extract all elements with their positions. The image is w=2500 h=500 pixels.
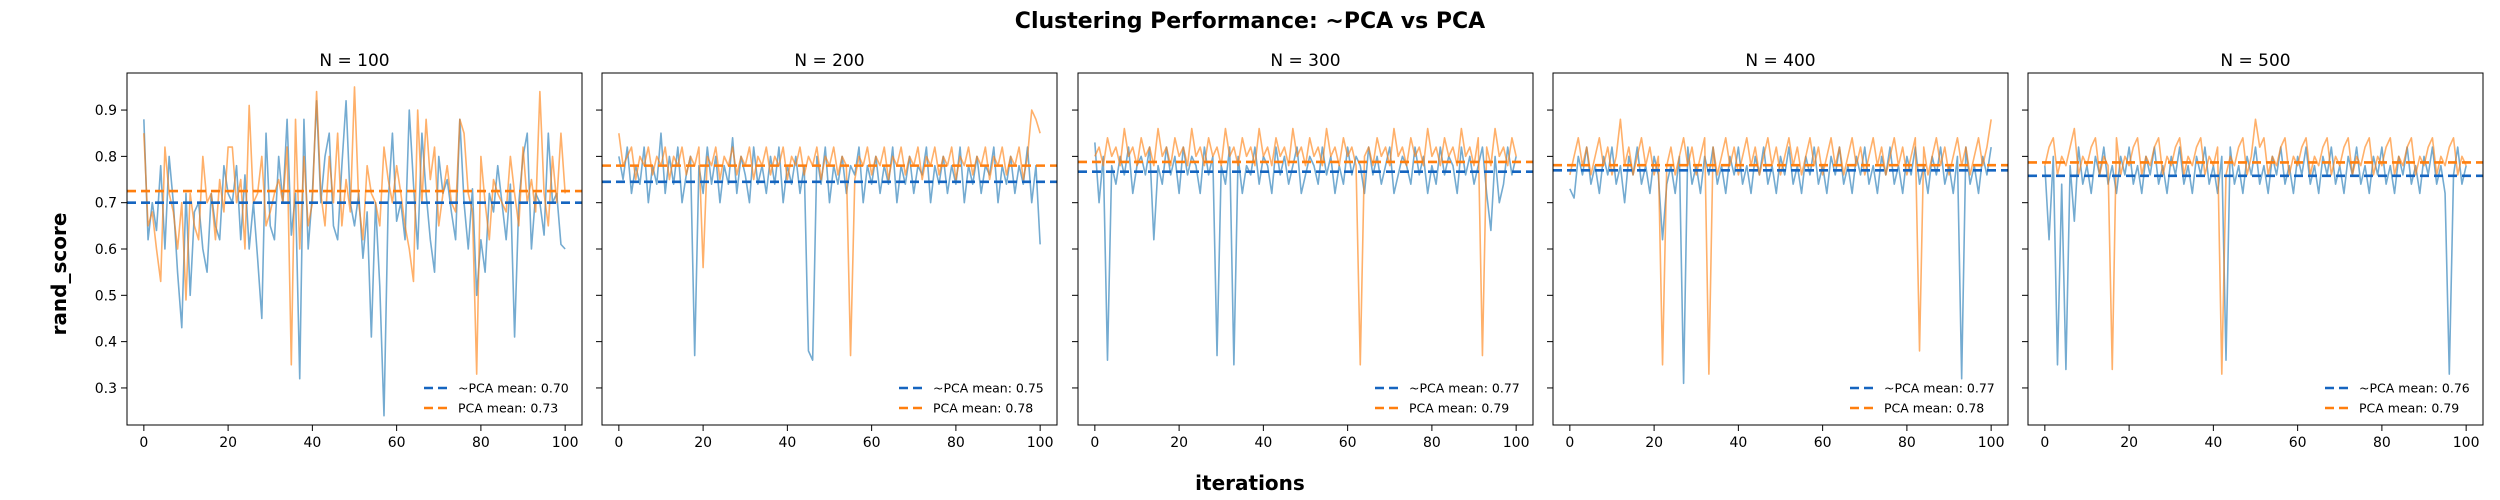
x-tick-label: 20 (1645, 435, 1663, 451)
series-line-not-pca (143, 99, 566, 417)
subplot-grid: N = 100 0 20 40 60 80 100 0.3 0.4 0.5 0.6 0.7 0.8 0.9… (95, 51, 2484, 451)
legend-entry: PCA mean: 0.78 (933, 401, 1033, 416)
x-tick-label: 40 (2204, 435, 2222, 451)
x-tick-label: 20 (1170, 435, 1188, 451)
subplot-title: N = 300 (1270, 51, 1340, 71)
series-line-pca (618, 109, 1041, 357)
figure-xlabel: iterations (1195, 471, 1305, 495)
subplot-2: N = 200 0 20 40 60 80 100 ~PCA mean: 0.75 PCA me… (596, 51, 1058, 451)
series-line-pca (1094, 127, 1517, 366)
legend-entry: ~PCA mean: 0.77 (1884, 381, 1995, 396)
x-tick-label: 0 (614, 435, 623, 451)
plot-frame (1552, 72, 2009, 426)
x-tick-label: 100 (1978, 435, 2005, 451)
x-tick-label: 100 (552, 435, 579, 451)
x-tick-label: 60 (388, 435, 406, 451)
x-tick-label: 80 (1898, 435, 1916, 451)
x-tick-label: 40 (303, 435, 321, 451)
series-line-not-pca (1094, 142, 1517, 366)
series-line-pca (1569, 118, 1992, 375)
legend-entry: ~PCA mean: 0.70 (458, 381, 569, 396)
plot-frame (2027, 72, 2484, 426)
legend-entry: PCA mean: 0.79 (1409, 401, 1509, 416)
x-tick-label: 40 (778, 435, 796, 451)
x-tick-label: 20 (2120, 435, 2138, 451)
series-line-not-pca (1569, 146, 1992, 385)
x-tick-label: 60 (1339, 435, 1357, 451)
legend-entry: ~PCA mean: 0.76 (2359, 381, 2470, 396)
y-tick-label: 0.9 (95, 103, 117, 119)
legend: ~PCA mean: 0.75 PCA mean: 0.78 (899, 381, 1044, 416)
y-tick-label: 0.8 (95, 149, 117, 165)
x-tick-label: 60 (2289, 435, 2307, 451)
series-group (127, 86, 582, 417)
subplot-5: N = 500 0 20 40 60 80 100 ~PCA mean: 0.76 PCA me… (2022, 51, 2484, 451)
legend-entry: PCA mean: 0.78 (1884, 401, 1984, 416)
x-tick-label: 100 (1503, 435, 1530, 451)
y-tick-label: 0.4 (95, 335, 117, 351)
legend: ~PCA mean: 0.76 PCA mean: 0.79 (2325, 381, 2470, 416)
plot-frame (1077, 72, 1534, 426)
legend: ~PCA mean: 0.77 PCA mean: 0.78 (1850, 381, 1995, 416)
subplot-1: N = 100 0 20 40 60 80 100 0.3 0.4 0.5 0.6 0.7 0.8 0.9… (95, 51, 583, 451)
legend-entry: ~PCA mean: 0.75 (933, 381, 1044, 396)
subplot-title: N = 400 (1745, 51, 1815, 71)
x-tick-label: 80 (2373, 435, 2391, 451)
figure-title: Clustering Performance: ~PCA vs PCA (1015, 9, 1485, 34)
plot-frame (126, 72, 583, 426)
x-tick-label: 20 (694, 435, 712, 451)
series-line-pca (143, 86, 566, 375)
legend: ~PCA mean: 0.70 PCA mean: 0.73 (424, 381, 569, 416)
x-tick-label: 100 (1027, 435, 1054, 451)
x-tick-label: 80 (472, 435, 490, 451)
figure-ylabel: rand_score (47, 213, 71, 336)
subplot-3: N = 300 0 20 40 60 80 100 ~PCA mean: 0.77 PCA me… (1072, 51, 1534, 451)
series-group (1078, 127, 1533, 366)
x-tick-label: 20 (219, 435, 237, 451)
y-tick-label: 0.5 (95, 288, 117, 304)
x-tick-label: 0 (139, 435, 148, 451)
subplot-4: N = 400 0 20 40 60 80 100 ~PCA mean: 0.77 PCA me… (1547, 51, 2009, 451)
series-line-pca (2044, 118, 2467, 375)
series-line-not-pca (618, 132, 1041, 361)
series-group (2028, 118, 2483, 375)
series-group (602, 109, 1057, 361)
subplot-title: N = 200 (794, 51, 864, 71)
series-group (1553, 118, 2008, 385)
y-tick-label: 0.6 (95, 242, 117, 258)
subplot-title: N = 500 (2220, 51, 2290, 71)
y-tick-label: 0.7 (95, 196, 117, 212)
x-tick-label: 100 (2453, 435, 2480, 451)
x-tick-label: 0 (1090, 435, 1099, 451)
x-tick-label: 80 (1423, 435, 1441, 451)
legend-entry: PCA mean: 0.73 (458, 401, 558, 416)
x-tick-label: 60 (1814, 435, 1832, 451)
subplot-title: N = 100 (319, 51, 389, 71)
x-tick-label: 0 (1565, 435, 1574, 451)
x-tick-label: 40 (1729, 435, 1747, 451)
x-tick-label: 40 (1254, 435, 1272, 451)
x-tick-label: 0 (2040, 435, 2049, 451)
legend-entry: PCA mean: 0.79 (2359, 401, 2459, 416)
x-tick-label: 80 (947, 435, 965, 451)
y-tick-label: 0.3 (95, 381, 117, 397)
plot-frame (601, 72, 1058, 426)
x-tick-label: 60 (863, 435, 881, 451)
legend: ~PCA mean: 0.77 PCA mean: 0.79 (1375, 381, 1520, 416)
legend-entry: ~PCA mean: 0.77 (1409, 381, 1520, 396)
